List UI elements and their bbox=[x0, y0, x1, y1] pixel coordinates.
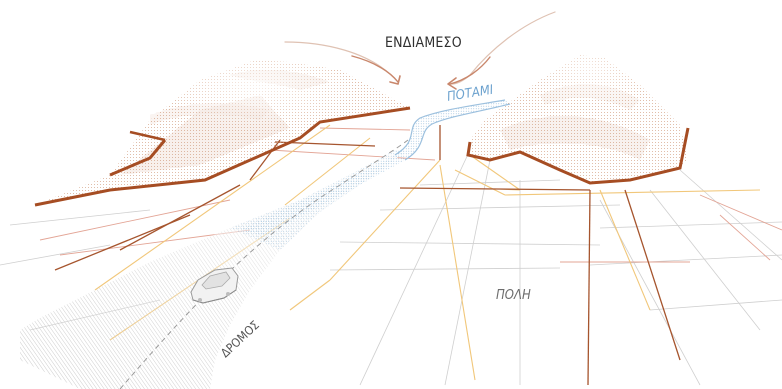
label-intermediate: ΕΝΔΙΑΜΕΣΟ bbox=[385, 35, 462, 51]
car-icon bbox=[190, 267, 239, 304]
curved-arrow-icon bbox=[447, 11, 556, 90]
label-city: ΠΟΛΗ bbox=[496, 288, 531, 303]
hill-right bbox=[466, 50, 690, 185]
curved-arrow-icon bbox=[284, 41, 401, 85]
hill-left bbox=[34, 60, 411, 207]
river bbox=[240, 99, 511, 236]
arrows bbox=[284, 11, 556, 90]
street-grid bbox=[0, 124, 782, 386]
